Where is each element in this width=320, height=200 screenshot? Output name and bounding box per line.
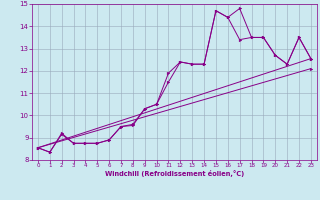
X-axis label: Windchill (Refroidissement éolien,°C): Windchill (Refroidissement éolien,°C)	[105, 170, 244, 177]
